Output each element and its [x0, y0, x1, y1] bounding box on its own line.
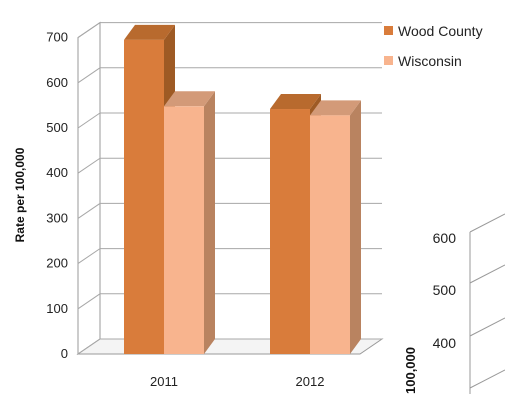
- bar-top: [124, 24, 175, 40]
- legend-label-wood-county: Wood County: [398, 23, 483, 39]
- y-tick-label: 100: [46, 301, 68, 316]
- x-tick-label: 2012: [296, 374, 325, 389]
- bars: [124, 24, 361, 355]
- cropped-chart-tick: 600: [433, 230, 457, 246]
- y-tick-label: 300: [46, 210, 68, 225]
- cropped-chart-grid: [469, 264, 505, 284]
- cropped-second-chart: 600 500 400 100,000: [403, 213, 505, 394]
- cropped-chart-tick: 400: [433, 335, 457, 351]
- bar-side: [350, 100, 361, 355]
- bar-front: [270, 109, 310, 355]
- left-wall: [77, 21, 101, 355]
- y-tick-label: 400: [46, 165, 68, 180]
- bar-side: [204, 91, 215, 354]
- bar: [164, 91, 215, 354]
- bar-front: [124, 39, 164, 355]
- x-tick-label: 2011: [150, 374, 178, 389]
- x-axis-ticks: 2011 2012: [150, 374, 324, 389]
- y-tick-label: 600: [46, 75, 68, 90]
- cropped-chart-wall: [469, 213, 505, 233]
- legend-swatch-wood-county: [384, 26, 393, 35]
- cropped-chart-grid: [469, 317, 505, 337]
- y-tick-label: 500: [46, 120, 68, 135]
- bar-top: [310, 100, 361, 116]
- legend-swatch-wisconsin: [384, 56, 393, 65]
- y-tick-label: 0: [61, 346, 68, 361]
- bar-top: [164, 91, 215, 107]
- y-axis-label: Rate per 100,000: [13, 147, 27, 242]
- cropped-chart-y-label: 100,000: [403, 347, 418, 394]
- legend-label-wisconsin: Wisconsin: [398, 53, 462, 69]
- bar: [310, 100, 361, 355]
- gridline: [77, 67, 382, 84]
- bar-front: [164, 106, 204, 354]
- y-axis-ticks: 0 100 200 300 400 500 600 700: [46, 30, 68, 361]
- cropped-chart-tick: 500: [433, 282, 457, 298]
- legend: Wood County Wisconsin: [384, 23, 483, 69]
- bar-front: [310, 115, 350, 355]
- gridline: [77, 22, 382, 39]
- y-tick-label: 700: [46, 30, 68, 45]
- bar-top: [270, 94, 321, 110]
- cropped-chart-grid: [469, 369, 505, 389]
- y-tick-label: 200: [46, 256, 68, 271]
